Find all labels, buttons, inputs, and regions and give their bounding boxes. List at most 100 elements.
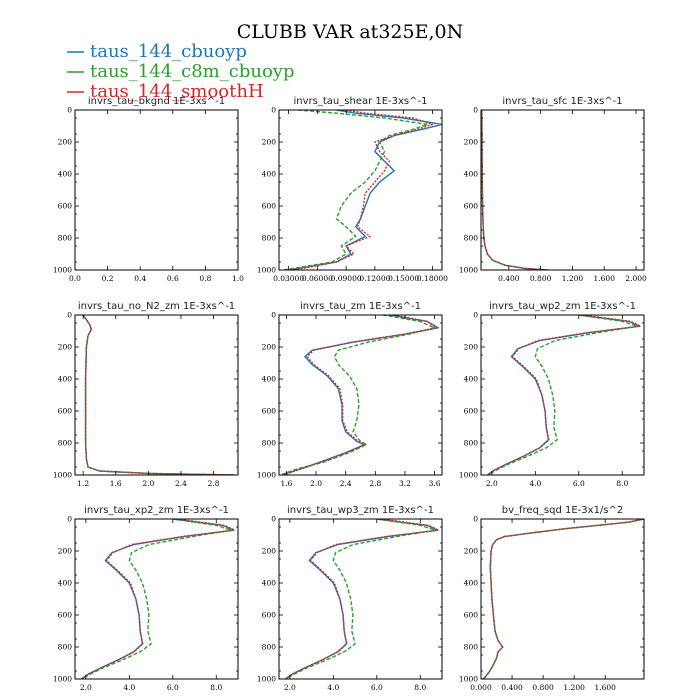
y-tick-label: 400 xyxy=(58,579,73,588)
series-line xyxy=(482,519,644,679)
x-tick-label: 0.18000 xyxy=(417,274,448,283)
legend-label: taus_144_cbuoyp xyxy=(90,41,247,62)
panel: invrs_tau_wp2_zm 1E-3xs^-1 0 200 400 600 800 1… xyxy=(459,301,645,488)
y-tick-label: 400 xyxy=(262,170,277,179)
x-tick-label: 2.4 xyxy=(175,479,187,488)
y-tick-label: 0 xyxy=(473,311,478,320)
y-tick-label: 200 xyxy=(58,343,73,352)
y-tick-label: 800 xyxy=(464,234,479,243)
series-line xyxy=(282,315,439,475)
x-tick-label: 3.2 xyxy=(399,479,411,488)
legend-entry: taus_144_cbuoyp xyxy=(67,41,247,62)
y-tick-label: 0 xyxy=(67,106,72,115)
panel-frame xyxy=(480,314,645,476)
y-tick-label: 1000 xyxy=(257,471,276,480)
series-line xyxy=(482,519,644,679)
y-tick-label: 800 xyxy=(262,234,277,243)
x-tick-label: 2.0 xyxy=(486,479,498,488)
panel-frame xyxy=(74,314,239,476)
x-tick-label: 6.0 xyxy=(167,683,179,692)
x-tick-label: 3.6 xyxy=(429,479,441,488)
panel-frame xyxy=(278,109,443,271)
x-tick-label: 4.0 xyxy=(327,683,339,692)
y-tick-label: 1000 xyxy=(53,266,72,275)
panel-title: invrs_tau_wp3_zm 1E-3xs^-1 xyxy=(287,505,434,516)
y-tick-label: 800 xyxy=(58,643,73,652)
y-tick-label: 0 xyxy=(67,311,72,320)
panel-title: invrs_tau_no_N2_zm 1E-3xs^-1 xyxy=(78,301,235,312)
series-line xyxy=(82,315,234,475)
y-tick-label: 800 xyxy=(58,439,73,448)
x-tick-label: 2.0 xyxy=(80,683,92,692)
panel-title: invrs_tau_wp2_zm 1E-3xs^-1 xyxy=(489,301,636,312)
panel: invrs_tau_bkgnd 1E-3xs^-1 0 200 400 600 800 10… xyxy=(53,96,244,283)
panel: invrs_tau_xp2_zm 1E-3xs^-1 0 200 400 600 800 1… xyxy=(53,505,239,692)
y-tick-label: 400 xyxy=(58,375,73,384)
x-tick-label: 2.8 xyxy=(208,479,220,488)
panel-frame xyxy=(74,109,239,271)
series-line xyxy=(81,519,236,679)
x-tick-label: 6.0 xyxy=(573,479,585,488)
x-tick-label: 8.0 xyxy=(616,479,628,488)
x-tick-label: 1.600 xyxy=(594,683,616,692)
series-line xyxy=(282,315,437,475)
legend-entry: taus_144_smoothH xyxy=(67,81,264,102)
y-tick-label: 1000 xyxy=(257,675,276,684)
y-tick-label: 600 xyxy=(464,611,479,620)
panel-grid: invrs_tau_bkgnd 1E-3xs^-1 0 200 400 600 800 10… xyxy=(53,96,647,692)
x-tick-label: 1.200 xyxy=(562,274,584,283)
panel-title: invrs_tau_bkgnd 1E-3xs^-1 xyxy=(88,96,225,107)
y-tick-label: 200 xyxy=(262,547,277,556)
legend-entry: taus_144_c8m_cbuoyp xyxy=(67,61,294,82)
x-tick-label: 0.2 xyxy=(102,274,114,283)
x-tick-label: 0.0 xyxy=(69,274,81,283)
panel-frame xyxy=(278,518,443,680)
series-line xyxy=(280,315,436,475)
y-tick-label: 1000 xyxy=(459,675,478,684)
y-tick-label: 200 xyxy=(464,547,479,556)
x-tick-label: 0.06000 xyxy=(302,274,333,283)
y-tick-label: 1000 xyxy=(53,471,72,480)
x-tick-label: 0.6 xyxy=(167,274,179,283)
x-tick-label: 4.0 xyxy=(529,479,541,488)
y-tick-label: 800 xyxy=(262,643,277,652)
x-tick-label: 1.600 xyxy=(594,274,616,283)
y-tick-label: 200 xyxy=(262,138,277,147)
panel: invrs_tau_sfc 1E-3xs^-1 0 200 400 600 800 1000… xyxy=(459,96,647,283)
panel-title: invrs_tau_sfc 1E-3xs^-1 xyxy=(502,96,622,107)
x-tick-label: 8.0 xyxy=(210,683,222,692)
x-tick-label: 0.4 xyxy=(134,274,146,283)
panel-frame xyxy=(278,314,443,476)
series-line xyxy=(82,315,234,475)
y-tick-label: 600 xyxy=(464,407,479,416)
panel-frame xyxy=(74,518,239,680)
x-tick-label: 6.0 xyxy=(371,683,383,692)
series-line xyxy=(481,110,549,270)
y-tick-label: 800 xyxy=(262,439,277,448)
x-tick-label: 1.200 xyxy=(563,683,585,692)
series-line xyxy=(487,315,642,475)
series-line xyxy=(81,519,233,679)
legend-label: taus_144_smoothH xyxy=(90,81,264,102)
y-tick-label: 600 xyxy=(58,407,73,416)
y-tick-label: 1000 xyxy=(53,675,72,684)
panel: invrs_tau_zm 1E-3xs^-1 0 200 400 600 800 1000 1… xyxy=(257,301,443,488)
y-tick-label: 200 xyxy=(58,138,73,147)
y-tick-label: 0 xyxy=(473,106,478,115)
y-tick-label: 600 xyxy=(262,611,277,620)
y-tick-label: 400 xyxy=(464,170,479,179)
series-line xyxy=(481,110,549,270)
series-line xyxy=(482,519,644,679)
series-line xyxy=(285,519,440,679)
panel-title: invrs_tau_zm 1E-3xs^-1 xyxy=(300,301,421,312)
figure-title: CLUBB VAR at325E,0N xyxy=(237,21,463,43)
x-tick-label: 1.6 xyxy=(280,479,292,488)
x-tick-label: 0.000 xyxy=(470,683,492,692)
y-tick-label: 400 xyxy=(464,375,479,384)
y-tick-label: 600 xyxy=(262,407,277,416)
y-tick-label: 0 xyxy=(271,106,276,115)
x-tick-label: 0.800 xyxy=(530,274,552,283)
y-tick-label: 0 xyxy=(67,515,72,524)
y-tick-label: 400 xyxy=(262,579,277,588)
